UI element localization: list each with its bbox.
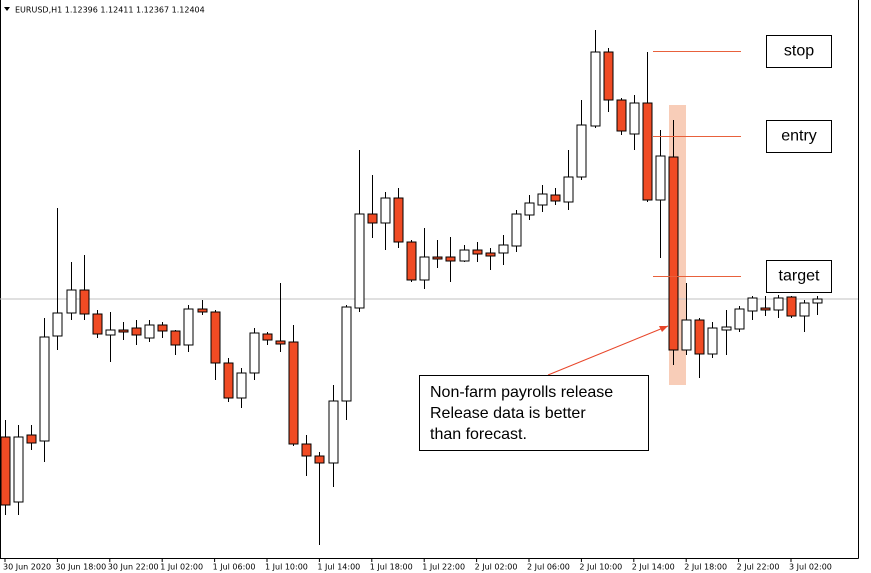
candle-body — [118, 329, 129, 333]
note-line: than forecast. — [430, 426, 527, 443]
x-tick-label: 1 Jul 02:00 — [160, 563, 203, 572]
x-tick-label: 2 Jul 02:00 — [475, 563, 518, 572]
candle-body — [328, 400, 339, 464]
candle-body — [380, 197, 391, 224]
candle-body — [734, 308, 745, 330]
x-tick-label: 30 Jun 18:00 — [55, 563, 106, 572]
candle-body — [314, 455, 325, 464]
x-tick-label: 2 Jul 18:00 — [684, 563, 727, 572]
candle-body — [157, 324, 168, 332]
x-tick-label: 2 Jul 06:00 — [527, 563, 570, 572]
candle-body — [0, 436, 11, 506]
candle-body — [485, 252, 496, 257]
x-tick-label: 1 Jul 10:00 — [265, 563, 308, 572]
x-tick-label: 2 Jul 22:00 — [737, 563, 780, 572]
candle-body — [603, 51, 614, 101]
candle-body — [511, 213, 522, 247]
candle-body — [616, 99, 627, 132]
candle-body — [786, 296, 797, 317]
candle-body — [197, 308, 208, 313]
marks: 30 Jun 2020 30 Jun 18:00 30 Jun 22:00 1 Jul… — [0, 30, 858, 572]
candle-body — [432, 256, 443, 260]
candle-body — [498, 244, 509, 254]
arrow-head — [659, 326, 668, 332]
candle-body — [563, 176, 574, 203]
level-label: entry — [781, 128, 817, 145]
candle-body — [249, 332, 260, 374]
level-box — [766, 260, 832, 293]
candle-body — [170, 330, 181, 346]
x-tick-label: 30 Jun 2020 — [3, 563, 51, 572]
candle-body — [799, 302, 810, 317]
candle-body — [275, 340, 286, 345]
candle-body — [144, 324, 155, 339]
candle-body — [354, 213, 365, 309]
candle-body — [812, 298, 823, 304]
candle-body — [393, 197, 404, 243]
x-tick-label: 30 Jun 22:00 — [108, 563, 159, 572]
candle-body — [39, 336, 50, 442]
candle-body — [721, 326, 732, 331]
candle-body — [524, 202, 535, 216]
x-tick-label: 1 Jul 06:00 — [213, 563, 256, 572]
note-arrow — [547, 325, 669, 376]
level-label: target — [779, 268, 820, 285]
candle-body — [550, 194, 561, 202]
candle-body — [655, 155, 666, 201]
candle-body — [26, 434, 37, 444]
candle-body — [668, 156, 679, 351]
candle-body — [459, 249, 470, 262]
candle-body — [406, 241, 417, 281]
x-tick-label: 2 Jul 14:00 — [632, 563, 675, 572]
x-tick-label: 1 Jul 14:00 — [317, 563, 360, 572]
candle-body — [537, 193, 548, 206]
candle-body — [236, 372, 247, 399]
x-tick-label: 3 Jul 02:00 — [789, 563, 832, 572]
symbol-header: EURUSD,H1 1.12396 1.12411 1.12367 1.1240… — [15, 6, 205, 15]
candle-body — [223, 362, 234, 399]
candle-body — [681, 319, 692, 351]
candle-body — [445, 256, 456, 262]
candle-body — [629, 102, 640, 135]
candle-body — [341, 306, 352, 402]
candle-body — [773, 297, 784, 311]
candle-body — [367, 213, 378, 224]
candle-body — [576, 124, 587, 178]
x-tick-label: 1 Jul 22:00 — [422, 563, 465, 572]
menu-triangle — [4, 7, 10, 11]
level-box — [766, 35, 832, 68]
candle-body — [419, 256, 430, 281]
candle-body — [52, 312, 63, 337]
candle-body — [13, 436, 24, 503]
candle-body — [183, 308, 194, 346]
candle-body — [694, 319, 705, 355]
x-tick-label: 2 Jul 10:00 — [579, 563, 622, 572]
candle-body — [472, 249, 483, 255]
candle-body — [92, 313, 103, 335]
candle-body — [760, 307, 771, 311]
candle-body — [707, 327, 718, 355]
candle-body — [262, 333, 273, 341]
note-line: Non-farm payrolls release — [430, 384, 613, 401]
candle-body — [590, 51, 601, 127]
candle-body — [105, 329, 116, 336]
candle-body — [66, 289, 77, 314]
candle-body — [301, 443, 312, 457]
candle-body — [288, 341, 299, 445]
candle-body — [79, 289, 90, 315]
candle-body — [210, 311, 221, 364]
candle-body — [131, 327, 142, 336]
level-box — [766, 120, 832, 153]
candle-body — [747, 297, 758, 312]
level-label: stop — [784, 43, 814, 60]
x-tick-label: 1 Jul 18:00 — [370, 563, 413, 572]
note-line: Release data is better — [430, 405, 586, 422]
note-box — [419, 375, 649, 451]
candle-body — [642, 102, 653, 201]
